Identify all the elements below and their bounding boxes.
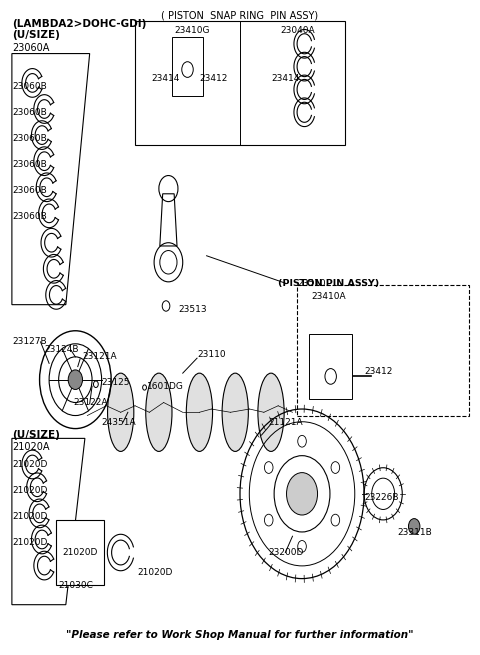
Ellipse shape bbox=[186, 373, 213, 451]
Text: 21020D: 21020D bbox=[62, 548, 98, 557]
Text: 23040A: 23040A bbox=[280, 26, 314, 35]
Text: 23060B: 23060B bbox=[12, 82, 47, 90]
Text: 21121A: 21121A bbox=[269, 418, 303, 426]
Text: 23060B: 23060B bbox=[12, 134, 47, 143]
Text: 23200D: 23200D bbox=[269, 548, 304, 557]
Text: (PISTON PIN ASSY): (PISTON PIN ASSY) bbox=[277, 278, 379, 288]
FancyBboxPatch shape bbox=[135, 21, 345, 145]
Text: 23510: 23510 bbox=[297, 278, 326, 288]
Circle shape bbox=[287, 473, 318, 515]
Text: 1601DG: 1601DG bbox=[147, 382, 184, 390]
Text: 23226B: 23226B bbox=[364, 493, 398, 502]
Circle shape bbox=[408, 519, 420, 534]
Text: 23124B: 23124B bbox=[44, 345, 79, 354]
Circle shape bbox=[68, 370, 83, 390]
Text: 23125: 23125 bbox=[102, 379, 130, 388]
Ellipse shape bbox=[258, 373, 284, 451]
Text: 23060B: 23060B bbox=[12, 186, 47, 195]
Text: 23410G: 23410G bbox=[175, 26, 210, 35]
Text: 23060B: 23060B bbox=[12, 160, 47, 169]
Text: 24351A: 24351A bbox=[102, 418, 136, 426]
Text: 23122A: 23122A bbox=[73, 398, 108, 407]
Text: 21020A: 21020A bbox=[12, 442, 49, 452]
Ellipse shape bbox=[108, 373, 134, 451]
Text: 23412: 23412 bbox=[364, 367, 393, 377]
Text: 21020D: 21020D bbox=[12, 486, 47, 495]
Text: 21020D: 21020D bbox=[12, 538, 47, 547]
Text: 23060A: 23060A bbox=[12, 43, 49, 53]
Text: 21030C: 21030C bbox=[58, 580, 93, 590]
Text: 23060B: 23060B bbox=[12, 108, 47, 117]
Ellipse shape bbox=[222, 373, 248, 451]
Text: 23412: 23412 bbox=[200, 74, 228, 83]
FancyBboxPatch shape bbox=[297, 285, 469, 415]
Circle shape bbox=[325, 369, 336, 384]
Circle shape bbox=[264, 514, 273, 526]
Ellipse shape bbox=[146, 373, 172, 451]
Text: 21020D: 21020D bbox=[137, 568, 173, 576]
Text: 23513: 23513 bbox=[178, 305, 206, 314]
Text: 21020D: 21020D bbox=[12, 512, 47, 521]
Text: 23414: 23414 bbox=[152, 74, 180, 83]
Text: 23311B: 23311B bbox=[397, 529, 432, 538]
Bar bbox=[309, 334, 352, 400]
Circle shape bbox=[298, 436, 306, 447]
Text: 23060B: 23060B bbox=[12, 212, 47, 221]
Text: 23410A: 23410A bbox=[311, 291, 346, 301]
Circle shape bbox=[182, 62, 193, 77]
Text: 23121A: 23121A bbox=[83, 352, 117, 362]
Circle shape bbox=[264, 462, 273, 474]
Text: 23127B: 23127B bbox=[12, 337, 47, 346]
Circle shape bbox=[331, 514, 340, 526]
Circle shape bbox=[298, 540, 306, 552]
Text: 21020D: 21020D bbox=[12, 460, 47, 469]
Text: 23414: 23414 bbox=[271, 74, 300, 83]
Text: "Please refer to Work Shop Manual for further information": "Please refer to Work Shop Manual for fu… bbox=[66, 630, 414, 641]
Bar bbox=[56, 520, 104, 585]
Text: (LAMBDA2>DOHC-GDI): (LAMBDA2>DOHC-GDI) bbox=[12, 19, 146, 29]
Text: ( PISTON  SNAP RING  PIN ASSY): ( PISTON SNAP RING PIN ASSY) bbox=[161, 10, 319, 21]
Text: 23110: 23110 bbox=[197, 350, 226, 360]
Text: (U/SIZE): (U/SIZE) bbox=[12, 430, 60, 440]
Text: (U/SIZE): (U/SIZE) bbox=[12, 30, 60, 41]
Circle shape bbox=[331, 462, 340, 474]
Bar bbox=[172, 37, 203, 96]
